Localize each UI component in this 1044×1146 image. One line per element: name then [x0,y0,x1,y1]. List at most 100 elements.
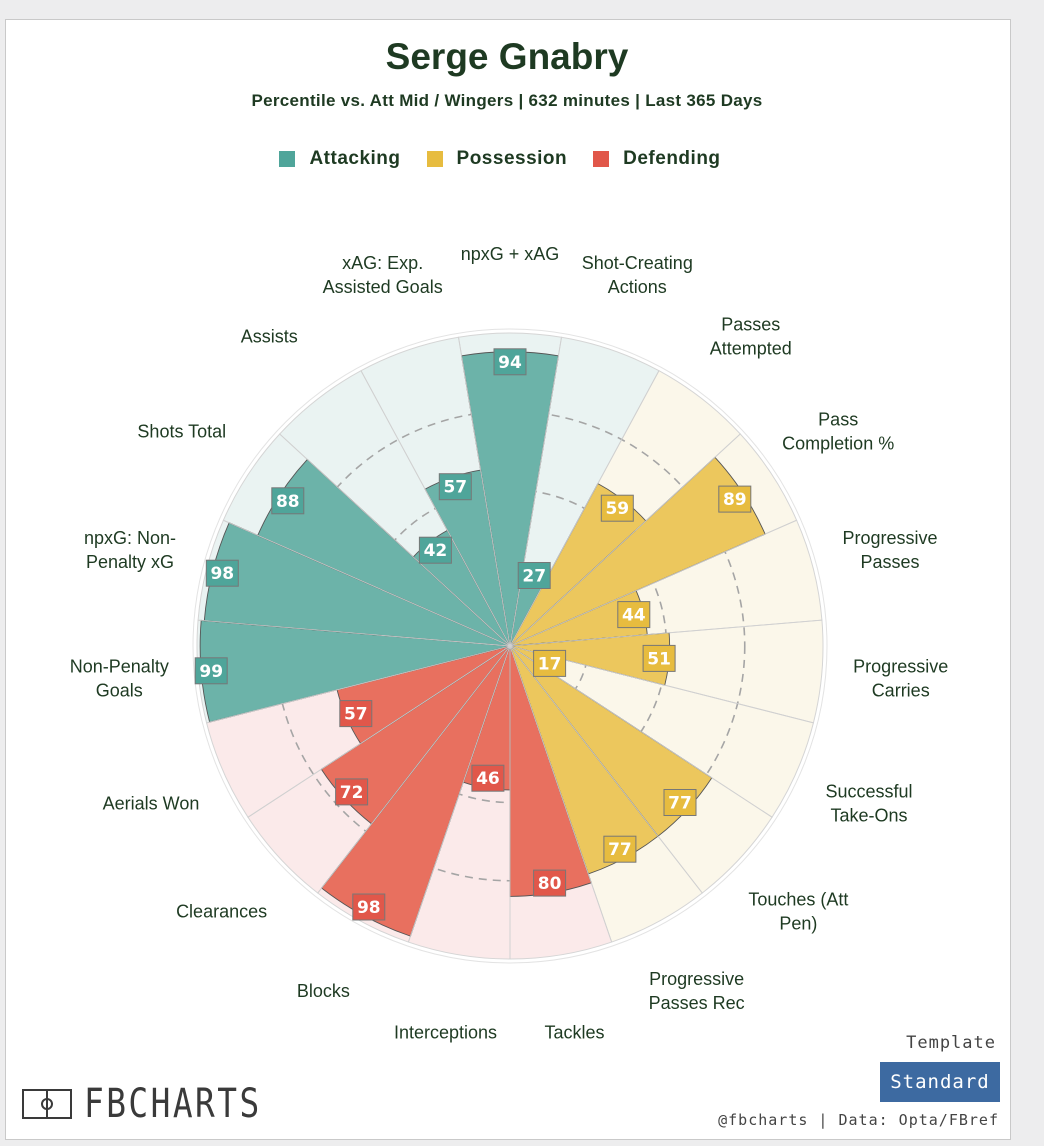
spokes [198,337,822,959]
value-label: 80 [538,874,562,894]
category-label-successful-take-ons: Successful Take-Ons [825,782,912,826]
value-badge-clearances: 72 [335,778,369,806]
spoke [206,645,511,724]
category-label-blocks: Blocks [297,981,350,1001]
value-badge-box [718,485,752,513]
legend-item-possession: Possession [426,148,568,170]
value-badge-box [194,657,228,685]
legend: Attacking Possession Defending [0,148,1000,170]
category-label-touches-att-pen: Touches (Att Pen) [748,890,848,934]
category-label-non-penalty-goals: Non-Penalty Goals [70,656,169,700]
legend-swatch-possession [426,151,443,167]
value-label: 51 [647,649,671,669]
spoke [317,645,511,894]
chart-title: Serge Gnabry [385,36,629,77]
value-badge-box [352,893,386,921]
legend-label-attacking: Attacking [309,148,401,169]
category-label-xag-exp-assisted-goals: xAG: Exp. Assisted Goals [323,253,443,297]
value-label: 57 [344,705,368,725]
value-badge-passes-attempted: 59 [600,494,634,522]
category-label-npxg-non-penalty-xg: npxG: Non-Penalty xG [84,528,176,572]
value-badge-npxg-xag: 94 [493,348,527,376]
category-labels: npxG + xAG Shot-Creating Actions Passes Atte… [70,244,948,1043]
value-badge-shots-total: 88 [271,487,305,515]
value-badge-box [600,494,634,522]
template-label: Template [906,1033,996,1053]
value-badge-box [471,764,505,792]
value-badge-tackles: 80 [533,869,567,897]
spoke [509,337,562,647]
value-badge-box [205,559,239,587]
spoke [509,433,741,647]
category-label-progressive-passes: Progressive Passes [842,528,937,572]
value-badge-box [339,700,373,728]
value-label: 89 [723,490,747,510]
value-label: 59 [605,499,629,519]
spoke [509,519,797,647]
value-badge-xag-exp-assisted-goals: 57 [438,473,472,501]
category-label-progressive-passes-rec: Progressive Passes Rec [649,969,745,1013]
value-badge-box [517,562,551,589]
value-badge-progressive-passes: 44 [617,601,651,629]
outer-ring [192,328,828,964]
value-badge-box [418,536,452,564]
value-label: 27 [522,567,546,587]
spoke [247,645,511,818]
category-label-interceptions: Interceptions [394,1023,497,1043]
value-badge-progressive-carries: 51 [642,644,676,672]
value-badge-successful-take-ons: 17 [533,649,567,677]
category-label-assists: Assists [241,327,298,347]
brand-name: FBCHARTS [84,1081,262,1127]
pitch-icon [22,1089,72,1119]
category-label-aerials-won: Aerials Won [103,794,200,814]
spoke [223,519,511,647]
value-badge-box [617,601,651,629]
legend-item-attacking: Attacking [279,148,400,170]
value-badge-box [335,778,369,806]
spoke [407,645,511,943]
value-label: 44 [622,606,646,626]
spoke [509,370,660,647]
value-badge-box [533,649,567,677]
value-badge-progressive-passes-rec: 77 [603,835,637,863]
brand-logo: FBCHARTS [22,1081,301,1127]
category-label-shot-creating-actions: Shot-Creating Actions [582,253,693,297]
value-label: 77 [668,794,692,814]
spoke [509,645,613,943]
spoke [509,619,822,647]
value-badges: 94 27 59 89 44 51 17 77 77 80 46 98 72 57 99 98 88 42 57 [194,348,752,921]
value-label: 98 [357,898,381,918]
value-label: 88 [276,492,300,512]
category-label-passes-attempted: Passes Attempted [710,315,792,359]
value-badge-shot-creating-actions: 27 [517,562,551,589]
legend-label-possession: Possession [456,148,568,169]
value-label: 98 [210,564,234,584]
spoke [509,645,703,894]
category-label-progressive-carries: Progressive Carries [853,656,948,700]
spoke [198,619,511,647]
value-badge-assists: 42 [418,536,452,564]
value-badge-box [642,644,676,672]
value-label: 99 [199,662,223,682]
value-badge-pass-completion: 89 [718,485,752,513]
value-badge-box [438,473,472,501]
data-credit: @fbcharts | Data: Opta/FBref [718,1111,999,1129]
value-badge-aerials-won: 57 [339,700,373,728]
value-label: 94 [498,353,522,373]
value-badge-box [271,487,305,515]
category-label-pass-completion: Pass Completion % [782,410,894,454]
value-label: 72 [340,783,364,803]
value-badge-box [663,789,697,816]
category-label-shots-total: Shots Total [137,422,226,442]
template-select-button[interactable]: Standard [880,1062,1000,1102]
legend-swatch-defending [593,151,610,167]
value-badge-interceptions: 46 [471,764,505,792]
value-badge-box [533,869,567,897]
value-label: 57 [443,478,467,498]
spoke [360,370,511,647]
chart-subtitle: Percentile vs. Att Mid / Wingers | 632 m… [251,91,763,110]
value-badge-box [493,348,527,376]
value-badge-npxg-non-penalty-xg: 98 [205,559,239,587]
legend-label-defending: Defending [623,148,721,169]
